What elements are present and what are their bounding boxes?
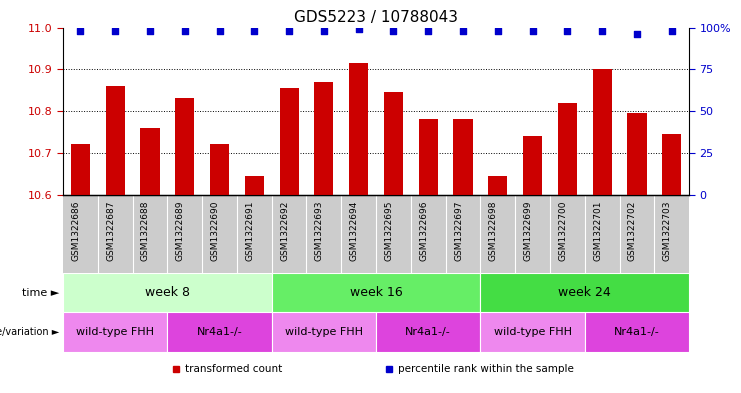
Text: GSM1322699: GSM1322699 bbox=[524, 201, 533, 261]
Bar bbox=[245, 176, 264, 195]
Text: GSM1322696: GSM1322696 bbox=[419, 201, 428, 261]
Point bbox=[283, 28, 295, 34]
Point bbox=[388, 28, 399, 34]
Point bbox=[74, 28, 86, 34]
Text: Nr4a1-/-: Nr4a1-/- bbox=[405, 327, 451, 337]
Text: GSM1322691: GSM1322691 bbox=[245, 201, 254, 261]
Text: wild-type FHH: wild-type FHH bbox=[285, 327, 363, 337]
Text: GSM1322693: GSM1322693 bbox=[315, 201, 324, 261]
Bar bbox=[585, 312, 689, 352]
Bar bbox=[593, 69, 612, 195]
Point bbox=[597, 28, 608, 34]
Point bbox=[562, 28, 574, 34]
Bar bbox=[167, 312, 272, 352]
Text: GSM1322697: GSM1322697 bbox=[454, 201, 463, 261]
Bar bbox=[63, 312, 167, 352]
Text: percentile rank within the sample: percentile rank within the sample bbox=[398, 364, 574, 375]
Bar bbox=[106, 86, 124, 195]
Bar bbox=[488, 176, 508, 195]
Bar bbox=[349, 63, 368, 195]
Bar bbox=[376, 312, 480, 352]
Title: GDS5223 / 10788043: GDS5223 / 10788043 bbox=[294, 10, 458, 25]
Bar bbox=[628, 113, 646, 195]
Text: Nr4a1-/-: Nr4a1-/- bbox=[196, 327, 242, 337]
Bar bbox=[558, 103, 577, 195]
Point bbox=[457, 28, 469, 34]
Bar bbox=[453, 119, 473, 195]
Point bbox=[318, 28, 330, 34]
Text: GSM1322692: GSM1322692 bbox=[280, 201, 289, 261]
Text: transformed count: transformed count bbox=[185, 364, 282, 375]
Text: week 16: week 16 bbox=[350, 286, 402, 299]
Text: GSM1322695: GSM1322695 bbox=[385, 201, 393, 261]
Text: week 8: week 8 bbox=[144, 286, 190, 299]
Text: GSM1322689: GSM1322689 bbox=[176, 201, 185, 261]
Point bbox=[213, 28, 225, 34]
Bar bbox=[140, 128, 159, 195]
Bar bbox=[480, 273, 689, 312]
Bar bbox=[210, 144, 229, 195]
Point bbox=[666, 28, 678, 34]
Text: time ►: time ► bbox=[22, 288, 59, 298]
Text: GSM1322703: GSM1322703 bbox=[662, 201, 672, 261]
Bar bbox=[63, 273, 272, 312]
Point bbox=[422, 28, 434, 34]
Text: GSM1322690: GSM1322690 bbox=[210, 201, 219, 261]
Point bbox=[144, 28, 156, 34]
Bar bbox=[272, 273, 480, 312]
Text: GSM1322702: GSM1322702 bbox=[628, 201, 637, 261]
Text: GSM1322701: GSM1322701 bbox=[593, 201, 602, 261]
Text: GSM1322700: GSM1322700 bbox=[559, 201, 568, 261]
Text: Nr4a1-/-: Nr4a1-/- bbox=[614, 327, 659, 337]
Text: genotype/variation ►: genotype/variation ► bbox=[0, 327, 59, 337]
Text: GSM1322694: GSM1322694 bbox=[350, 201, 359, 261]
Point bbox=[631, 31, 643, 37]
Bar bbox=[279, 88, 299, 195]
Text: GSM1322687: GSM1322687 bbox=[106, 201, 115, 261]
Bar bbox=[175, 99, 194, 195]
Bar bbox=[384, 92, 403, 195]
Text: wild-type FHH: wild-type FHH bbox=[494, 327, 571, 337]
Point bbox=[248, 28, 260, 34]
Point bbox=[109, 28, 121, 34]
Bar bbox=[272, 312, 376, 352]
Text: GSM1322698: GSM1322698 bbox=[489, 201, 498, 261]
Point bbox=[353, 26, 365, 32]
Point bbox=[492, 28, 504, 34]
Bar bbox=[314, 82, 333, 195]
Point bbox=[179, 28, 190, 34]
Bar bbox=[71, 144, 90, 195]
Text: GSM1322688: GSM1322688 bbox=[141, 201, 150, 261]
Bar bbox=[523, 136, 542, 195]
Bar bbox=[662, 134, 681, 195]
Text: GSM1322686: GSM1322686 bbox=[71, 201, 80, 261]
Point bbox=[527, 28, 539, 34]
Bar bbox=[419, 119, 438, 195]
Text: week 24: week 24 bbox=[559, 286, 611, 299]
Bar bbox=[480, 312, 585, 352]
Text: wild-type FHH: wild-type FHH bbox=[76, 327, 154, 337]
